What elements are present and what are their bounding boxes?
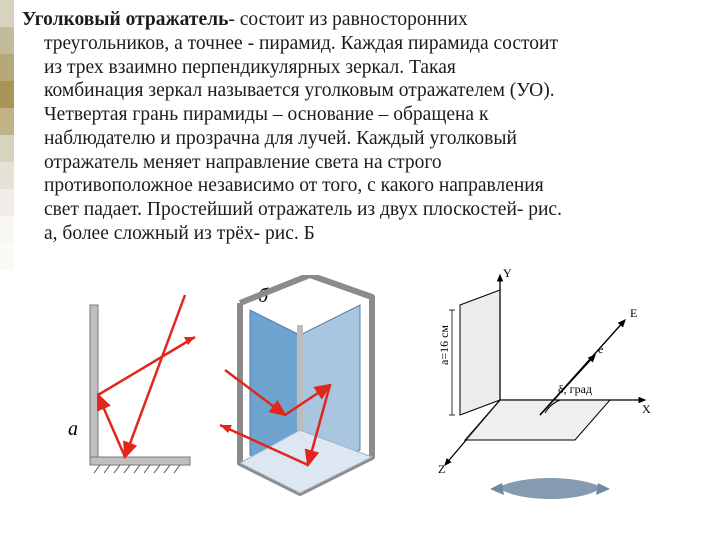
line2: треугольников, а точнее - пирамид. Кажда… [44, 32, 710, 56]
figures-area: а б [60, 275, 680, 510]
body-text: Уголковый отражатель- состоит из равност… [22, 8, 710, 246]
line5: Четвертая грань пирамиды – основание – о… [44, 103, 710, 127]
axis-x-label: X [642, 402, 651, 416]
figure-b-diagram [190, 275, 390, 505]
axis-y-label: Y [503, 266, 512, 280]
axis-z-label: Z [438, 462, 445, 475]
line1-rest: состоит из равносторонних [240, 9, 468, 30]
angle-label: δ, град [558, 382, 592, 396]
vector-e-upper-label: E [630, 306, 637, 320]
figure-c-diagram: Y X Z a=16 см E e δ, град [410, 265, 660, 475]
line3: из трех взаимно перпендикулярных зеркал.… [44, 56, 710, 80]
slide-accent-strip [0, 0, 14, 540]
side-length-label: a=16 см [437, 325, 451, 365]
line4: комбинация зеркал называется уголковым о… [44, 79, 710, 103]
title-dash: - [228, 9, 239, 30]
figure-a-diagram [60, 275, 210, 485]
swoosh-icon [490, 473, 610, 513]
line9: свет падает. Простейший отражатель из дв… [44, 198, 710, 222]
vector-e-lower-label: e [598, 342, 603, 356]
line7: отражатель меняет направление света на с… [44, 151, 710, 175]
line10: а, более сложный из трёх- рис. Б [44, 222, 710, 246]
line6: наблюдателю и прозрачна для лучей. Кажды… [44, 127, 710, 151]
line8: противоположное независимо от того, с ка… [44, 174, 710, 198]
paragraph-indent: треугольников, а точнее - пирамид. Кажда… [22, 32, 710, 246]
title-phrase: Уголковый отражатель [22, 9, 228, 30]
